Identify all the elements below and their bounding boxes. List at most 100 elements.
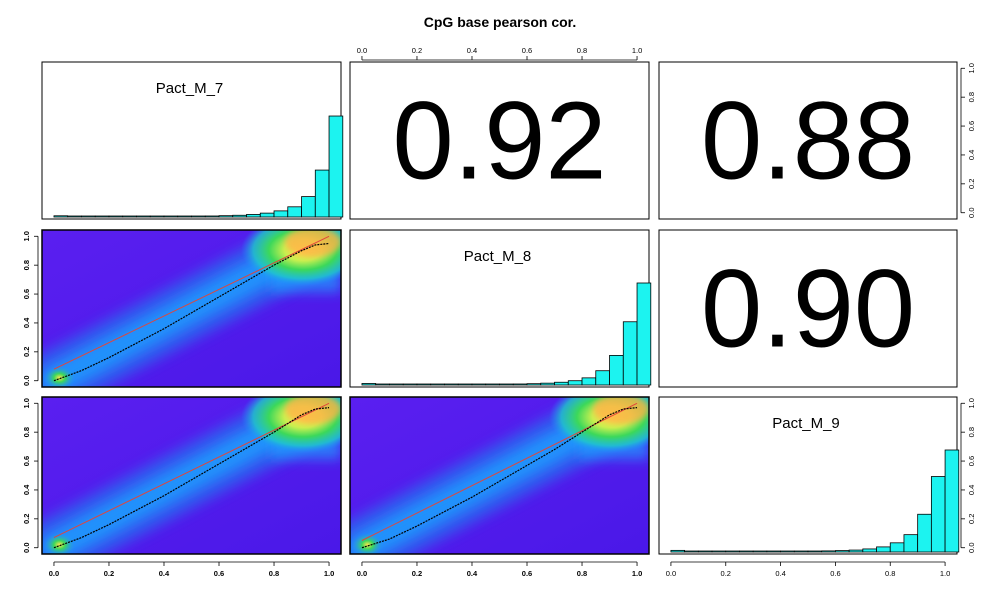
histogram-bar <box>595 370 610 386</box>
histogram-bar <box>684 550 699 553</box>
histogram-bar <box>259 212 275 218</box>
histogram-bar <box>512 383 528 386</box>
histogram-bar <box>739 550 754 553</box>
correlation-panel: 0.90 <box>658 229 958 388</box>
y-axis: 0.0 0.2 0.4 0.6 0.8 1.0 <box>22 398 39 553</box>
tick-label: 0.8 <box>577 569 587 578</box>
histogram-bar <box>328 115 344 218</box>
panel-frame <box>658 229 958 388</box>
histogram-bar <box>697 550 713 553</box>
y-axis: 0.0 0.2 0.4 0.6 0.8 1.0 <box>960 63 976 218</box>
variable-label: Pact_M_7 <box>156 80 224 97</box>
fit-line <box>53 402 330 539</box>
density-scatter-panel <box>41 229 342 388</box>
tick-label: 0.8 <box>22 260 31 270</box>
panel-frame <box>349 61 650 220</box>
tick-label: 0.2 <box>721 569 731 578</box>
histogram-bar <box>554 381 569 386</box>
histogram-bar <box>622 321 638 386</box>
histogram-bar <box>67 215 82 218</box>
density-origin-spot <box>43 365 76 387</box>
histogram-bar <box>191 215 206 218</box>
histogram-bar <box>457 383 473 386</box>
histogram-bar <box>930 476 946 553</box>
histogram-bar <box>876 546 891 553</box>
histogram-bar <box>711 550 727 553</box>
histogram-bar <box>862 548 877 553</box>
tick-label: 0.0 <box>357 46 367 55</box>
histogram-panel: Pact_M_9 <box>658 396 960 555</box>
histogram-bar <box>485 383 500 386</box>
histogram-bar <box>821 550 836 553</box>
histogram-bar <box>471 383 487 386</box>
tick-label: 1.0 <box>940 569 950 578</box>
tick-label: 1.0 <box>632 569 642 578</box>
smooth-line <box>53 407 330 549</box>
correlation-value: 0.88 <box>701 80 915 203</box>
histogram-bar <box>273 210 289 218</box>
tick-label: 0.8 <box>967 427 976 437</box>
x-axis: 0.0 0.2 0.4 0.6 0.8 1.0 <box>357 561 642 578</box>
histogram-bar <box>149 215 165 218</box>
y-axis: 0.0 0.2 0.4 0.6 0.8 1.0 <box>22 231 39 386</box>
histogram-bar <box>567 380 583 386</box>
histogram-bar <box>232 214 247 218</box>
histogram-bar <box>416 383 432 386</box>
histogram-bar <box>81 215 96 218</box>
histogram-bar <box>807 550 823 553</box>
smooth-line <box>53 242 330 382</box>
histogram-bar <box>725 550 740 553</box>
panel-frame <box>658 61 958 220</box>
tick-label: 1.0 <box>324 569 334 578</box>
histogram-bar <box>246 214 261 218</box>
panel-frame <box>349 229 650 388</box>
panel-frame <box>41 61 342 220</box>
histogram-bar <box>177 215 192 218</box>
tick-label: 1.0 <box>967 398 976 408</box>
variable-label: Pact_M_8 <box>464 248 532 265</box>
tick-label: 0.8 <box>269 569 279 578</box>
tick-label: 1.0 <box>967 63 976 73</box>
tick-label: 0.8 <box>967 92 976 102</box>
tick-label: 0.0 <box>967 543 976 553</box>
panel-frame <box>41 396 342 555</box>
variable-label: Pact_M_9 <box>772 415 840 432</box>
tick-label: 0.2 <box>412 46 422 55</box>
correlation-value: 0.92 <box>392 80 606 203</box>
tick-label: 0.6 <box>22 456 31 466</box>
tick-label: 0.6 <box>830 569 840 578</box>
density-peak <box>593 397 649 424</box>
correlation-panel: 0.88 <box>658 61 958 220</box>
histogram-bar <box>780 550 795 553</box>
panel-frame <box>41 229 342 388</box>
density-scatter-panel <box>349 396 650 555</box>
histogram-panel: Pact_M_8 <box>349 229 652 388</box>
tick-label: 0.4 <box>159 569 170 578</box>
figure-title: CpG base pearson cor. <box>424 14 577 30</box>
density-peak <box>285 230 341 257</box>
histogram-bar <box>848 549 864 553</box>
histogram-bar <box>835 550 850 553</box>
x-axis: 0.0 0.2 0.4 0.6 0.8 1.0 <box>666 561 950 578</box>
histogram-bar <box>766 550 781 553</box>
smooth-line <box>361 407 638 549</box>
tick-label: 0.0 <box>666 569 676 578</box>
tick-label: 0.0 <box>22 543 31 553</box>
histogram-bar <box>752 550 768 553</box>
histogram-bar <box>609 355 624 386</box>
correlation-panel: 0.92 <box>349 61 650 220</box>
tick-label: 0.0 <box>357 569 367 578</box>
tick-label: 0.6 <box>214 569 224 578</box>
tick-label: 0.0 <box>967 208 976 218</box>
tick-label: 0.6 <box>967 456 976 466</box>
histogram-bar <box>53 215 69 218</box>
histogram-bar <box>903 534 919 553</box>
histogram-bar <box>670 549 686 553</box>
tick-label: 0.6 <box>522 569 532 578</box>
tick-label: 1.0 <box>632 46 642 55</box>
tick-label: 1.0 <box>22 398 31 408</box>
histogram-bar <box>218 215 234 218</box>
histogram-bar <box>122 215 137 218</box>
tick-label: 0.6 <box>967 121 976 131</box>
density-scatter-panel <box>41 396 342 555</box>
